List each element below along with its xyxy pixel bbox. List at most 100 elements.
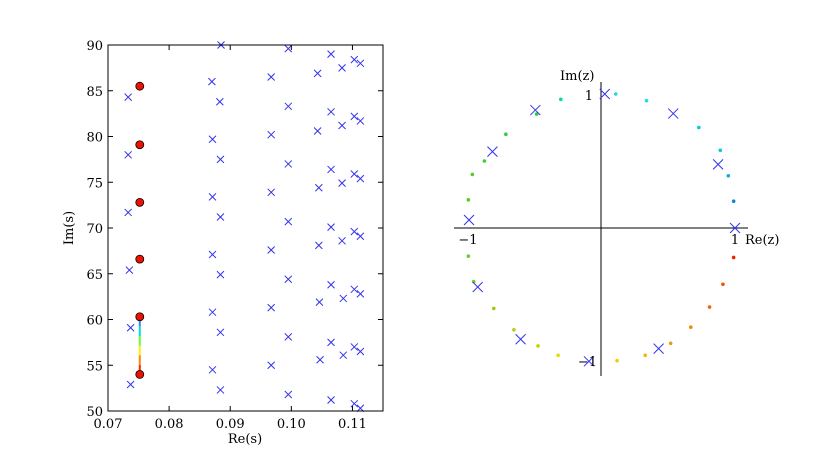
right-y-axis-label: Im(z) xyxy=(560,69,594,84)
dot-marker xyxy=(613,92,618,96)
dot-marker xyxy=(644,98,649,103)
x-marker xyxy=(267,303,276,312)
x-marker xyxy=(339,294,348,303)
dot-marker xyxy=(688,325,693,329)
x-marker xyxy=(284,44,293,53)
x-marker xyxy=(350,227,359,236)
x-marker xyxy=(356,290,365,298)
x-marker xyxy=(487,146,498,157)
x-marker xyxy=(529,104,541,116)
left-plot-marks xyxy=(124,41,365,413)
circle-marker xyxy=(135,369,145,379)
x-marker xyxy=(267,188,276,197)
circle-marker xyxy=(135,254,145,264)
x-marker xyxy=(653,343,664,354)
dot-marker xyxy=(697,125,701,130)
x-marker xyxy=(327,338,335,347)
x-marker xyxy=(356,174,365,183)
x-tick-label: 0.08 xyxy=(155,417,184,432)
dot-marker xyxy=(482,159,487,163)
circle-marker xyxy=(135,197,145,207)
circle-marker xyxy=(135,140,145,150)
x-marker xyxy=(208,135,217,144)
x-marker xyxy=(350,112,359,121)
y-tick-label: 65 xyxy=(86,268,103,283)
right-y-tick-pos: 1 xyxy=(585,89,593,104)
x-marker xyxy=(327,396,335,404)
x-marker xyxy=(338,179,346,188)
x-marker xyxy=(216,155,225,164)
x-marker xyxy=(339,351,348,360)
y-tick-label: 60 xyxy=(86,314,103,329)
dot-marker xyxy=(731,199,736,203)
x-marker xyxy=(284,160,293,168)
x-marker xyxy=(267,130,276,139)
dot-marker xyxy=(707,305,712,309)
right-plot-marks xyxy=(463,88,741,367)
right-x-tick-pos: 1 xyxy=(731,233,739,248)
left-y-axis-label: Im(s) xyxy=(62,211,77,245)
x-tick-label: 0.10 xyxy=(277,417,306,432)
y-tick-label: 75 xyxy=(86,176,103,191)
x-marker xyxy=(314,241,323,250)
y-tick-label: 50 xyxy=(86,405,103,420)
x-marker xyxy=(338,121,346,130)
dot-marker xyxy=(668,341,673,346)
x-tick-label: 0.07 xyxy=(94,417,123,432)
x-marker xyxy=(216,213,225,221)
dot-marker xyxy=(466,198,471,202)
y-tick-label: 70 xyxy=(86,222,103,237)
x-marker xyxy=(356,59,365,68)
x-marker xyxy=(208,193,217,201)
x-marker xyxy=(667,108,679,119)
x-marker xyxy=(216,386,225,394)
right-y-tick-neg: −1 xyxy=(578,355,597,370)
x-marker xyxy=(327,107,335,116)
x-marker xyxy=(208,365,217,374)
x-marker xyxy=(599,88,611,100)
dot-marker xyxy=(556,353,560,358)
x-marker xyxy=(583,355,595,367)
dot-marker xyxy=(492,306,496,311)
x-marker xyxy=(208,250,217,259)
right-plot: −1 1 1 −1 Re(z) Im(z) xyxy=(454,69,779,376)
x-marker xyxy=(327,165,335,174)
x-marker xyxy=(350,55,359,64)
dot-marker xyxy=(731,255,736,260)
x-marker xyxy=(267,246,276,254)
dot-marker xyxy=(534,112,539,116)
dot-marker xyxy=(536,344,540,348)
x-marker xyxy=(350,399,359,408)
dot-marker xyxy=(470,172,475,177)
x-marker xyxy=(124,150,133,159)
right-x-tick-neg: −1 xyxy=(458,233,477,248)
dot-marker xyxy=(721,282,725,287)
x-marker xyxy=(356,232,365,241)
x-marker xyxy=(350,343,359,351)
circle-marker xyxy=(135,81,145,91)
x-marker xyxy=(216,328,225,337)
x-marker xyxy=(327,280,335,289)
x-marker xyxy=(338,64,346,72)
dot-marker xyxy=(504,132,508,136)
dot-marker xyxy=(615,358,619,363)
x-marker xyxy=(124,208,133,217)
right-plot-axes xyxy=(454,82,748,376)
x-marker xyxy=(356,117,365,125)
left-plot: 0.07 0.08 0.09 0.10 0.11 50 55 60 65 70 75 80 85 90 R… xyxy=(62,39,384,447)
x-marker xyxy=(284,275,293,284)
x-marker xyxy=(126,380,135,389)
x-marker xyxy=(327,223,335,231)
y-tick-label: 80 xyxy=(86,131,103,146)
circle-marker xyxy=(135,312,145,322)
x-marker xyxy=(515,333,526,345)
x-marker xyxy=(350,170,359,178)
x-marker xyxy=(284,102,293,111)
x-marker xyxy=(125,266,134,274)
x-marker xyxy=(712,158,724,170)
x-marker xyxy=(315,298,324,306)
dot-marker xyxy=(643,353,648,358)
x-marker xyxy=(284,217,293,226)
x-marker xyxy=(284,333,293,341)
x-marker xyxy=(327,50,335,59)
